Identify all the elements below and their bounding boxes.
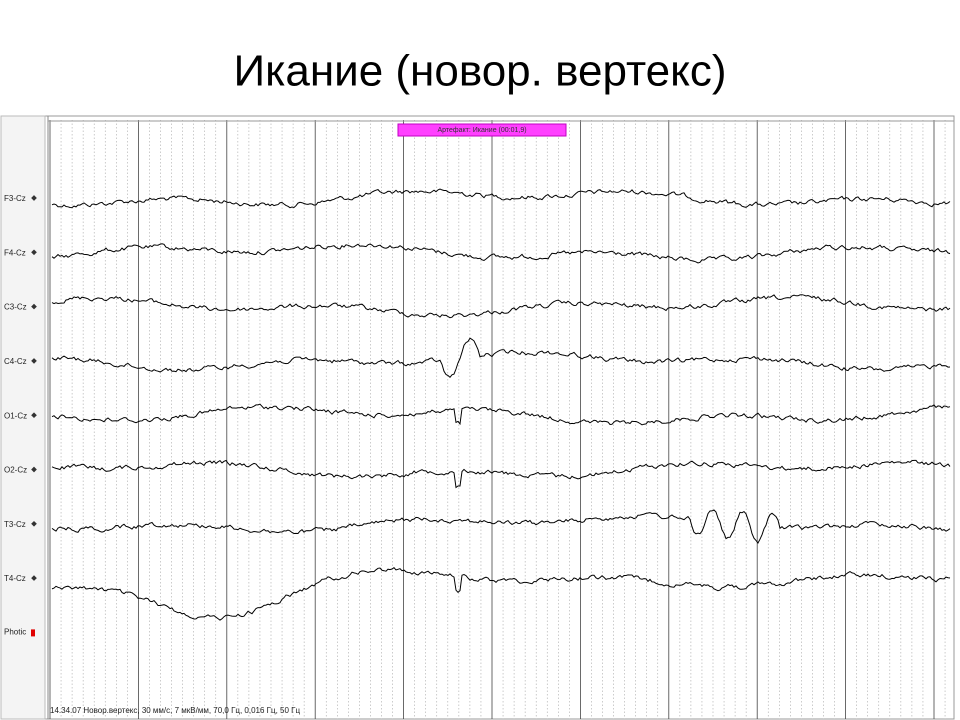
recording-info: 14.34.07 Новор.вертекс, 30 мм/с, 7 мкВ/м…: [50, 706, 300, 715]
channel-label: F4-Cz: [4, 248, 26, 257]
eeg-trace: [51, 188, 951, 209]
stimulus-label: Photic: [4, 628, 26, 637]
channel-label: T3-Cz: [4, 520, 26, 529]
eeg-trace: [51, 243, 951, 264]
channel-mark: [31, 575, 37, 581]
eeg-trace: [51, 459, 951, 489]
event-marker: [397, 123, 567, 137]
time-grid: [48, 120, 954, 719]
channel-label: C4-Cz: [4, 357, 27, 366]
channel-label: T4-Cz: [4, 574, 26, 583]
traces: F3-Cz F4-Cz C3-Cz C4-Cz O1-Cz O2-Cz T3-Cz T4-Cz…: [4, 188, 951, 637]
channel-label: O2-Cz: [4, 466, 27, 475]
channel-label: C3-Cz: [4, 303, 27, 312]
channel-label: F3-Cz: [4, 194, 26, 203]
eeg-trace: [51, 567, 951, 621]
eeg-trace: [51, 403, 951, 426]
eeg-trace: [51, 509, 951, 544]
event-marker-label: Артефакт: Икание (00:01,9): [437, 127, 526, 134]
label-panel: [0, 115, 46, 720]
eeg-trace: [51, 337, 951, 379]
eeg-window: [0, 115, 955, 720]
channel-label: O1-Cz: [4, 411, 27, 420]
eeg-trace: [51, 294, 951, 319]
slide-title: Икание (новор. вертекс): [234, 47, 727, 96]
channel-mark: [31, 520, 37, 527]
stimulus-mark: [31, 629, 35, 637]
